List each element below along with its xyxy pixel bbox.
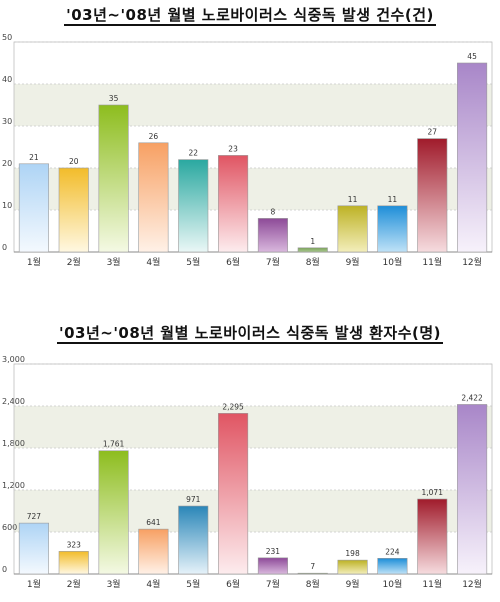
data-label: 8: [271, 207, 276, 216]
y-tick-label: 1,800: [2, 439, 25, 448]
x-tick-label: 1월: [27, 578, 41, 590]
x-tick-label: 9월: [346, 256, 360, 268]
y-tick-label: 2,400: [2, 397, 25, 406]
data-label: 323: [67, 540, 82, 549]
data-label: 727: [27, 512, 42, 521]
grid-band: [14, 168, 492, 210]
x-tick-label: 3월: [107, 256, 121, 268]
y-tick-label: 10: [2, 201, 12, 210]
bar-6월: [218, 413, 249, 575]
bar-4월: [138, 142, 169, 253]
bar-11월: [417, 498, 448, 575]
grid-band: [14, 406, 492, 448]
data-label: 224: [385, 547, 400, 556]
x-tick-label: 11월: [422, 256, 442, 268]
data-label: 1,761: [103, 440, 125, 449]
data-label: 35: [109, 94, 119, 103]
y-tick-label: 30: [2, 117, 12, 126]
x-tick-label: 8월: [306, 256, 320, 268]
y-tick-label: 3,000: [2, 355, 25, 364]
chart-cases-title: '03년~'08년 월별 노로바이러스 식중독 발생 건수(건): [0, 4, 500, 26]
chart-patients-title-text: '03년~'08년 월별 노로바이러스 식중독 발생 환자수(명): [56, 324, 444, 344]
data-label: 1: [310, 237, 315, 246]
x-tick-label: 8월: [306, 578, 320, 590]
chart-cases-title-text: '03년~'08년 월별 노로바이러스 식중독 발생 건수(건): [64, 6, 436, 26]
x-tick-label: 10월: [383, 256, 403, 268]
bar-1월: [18, 163, 49, 253]
x-tick-label: 7월: [266, 578, 280, 590]
grid-band: [14, 84, 492, 126]
x-tick-label: 10월: [383, 578, 403, 590]
bar-10월: [377, 558, 408, 575]
bar-10월: [377, 205, 408, 253]
chart-cases-svg: 0 10 20 30 40 50 21 1월 20 2월 35 3월 26 4월 22 5월 23 6월 8 7월 1 8…: [2, 33, 493, 268]
x-tick-label: 6월: [226, 578, 240, 590]
data-label: 231: [266, 547, 281, 556]
bar-12월: [457, 404, 488, 575]
data-label: 11: [348, 195, 358, 204]
data-label: 27: [427, 128, 437, 137]
chart-patients-block: '03년~'08년 월별 노로바이러스 식중독 발생 환자수(명) 0 600 1,…: [0, 300, 500, 600]
y-tick-label: 600: [2, 523, 17, 532]
y-tick-label: 40: [2, 75, 12, 84]
x-tick-label: 12월: [462, 578, 482, 590]
bar-8월: [297, 247, 328, 253]
data-label: 198: [345, 549, 360, 558]
bar-4월: [138, 528, 169, 575]
chart-patients-title: '03년~'08년 월별 노로바이러스 식중독 발생 환자수(명): [0, 322, 500, 344]
y-tick-label: 0: [2, 243, 7, 252]
x-tick-label: 7월: [266, 256, 280, 268]
x-tick-label: 5월: [186, 578, 200, 590]
chart-patients-svg: 0 600 1,200 1,800 2,400 3,000 727 1월 323 2월 1,761 3…: [2, 355, 493, 590]
data-label: 45: [467, 52, 477, 61]
grid-band: [14, 490, 492, 532]
bar-7월: [257, 557, 288, 575]
bar-5월: [178, 159, 209, 253]
bar-8월: [297, 572, 328, 575]
y-tick-label: 20: [2, 159, 12, 168]
y-tick-label: 0: [2, 565, 7, 574]
bar-1월: [18, 522, 49, 575]
x-tick-label: 2월: [67, 578, 81, 590]
bar-3월: [98, 450, 129, 575]
x-tick-label: 9월: [346, 578, 360, 590]
data-label: 23: [228, 144, 238, 153]
x-tick-label: 1월: [27, 256, 41, 268]
bar-7월: [257, 218, 288, 253]
bar-2월: [58, 551, 89, 575]
data-label: 22: [188, 149, 198, 158]
bar-9월: [337, 559, 368, 575]
data-label: 11: [388, 195, 398, 204]
data-label: 20: [69, 157, 79, 166]
data-label: 7: [310, 562, 315, 571]
bar-5월: [178, 505, 209, 575]
bar-2월: [58, 167, 89, 253]
data-label: 1,071: [422, 488, 444, 497]
data-label: 971: [186, 495, 201, 504]
data-label: 21: [29, 153, 39, 162]
data-label: 2,422: [461, 393, 483, 402]
data-label: 2,295: [222, 402, 244, 411]
y-tick-label: 1,200: [2, 481, 25, 490]
x-tick-label: 2월: [67, 256, 81, 268]
x-tick-label: 12월: [462, 256, 482, 268]
y-tick-label: 50: [2, 33, 12, 42]
data-label: 641: [146, 518, 161, 527]
bar-11월: [417, 138, 448, 253]
x-tick-label: 3월: [107, 578, 121, 590]
chart-cases-block: '03년~'08년 월별 노로바이러스 식중독 발생 건수(건) 0 10 20 30…: [0, 0, 500, 280]
x-tick-label: 4월: [146, 256, 160, 268]
x-tick-label: 4월: [146, 578, 160, 590]
x-tick-label: 11월: [422, 578, 442, 590]
bar-12월: [457, 62, 488, 253]
bar-3월: [98, 104, 129, 253]
bar-9월: [337, 205, 368, 253]
x-tick-label: 5월: [186, 256, 200, 268]
data-label: 26: [149, 132, 159, 141]
bar-6월: [218, 155, 249, 253]
x-tick-label: 6월: [226, 256, 240, 268]
